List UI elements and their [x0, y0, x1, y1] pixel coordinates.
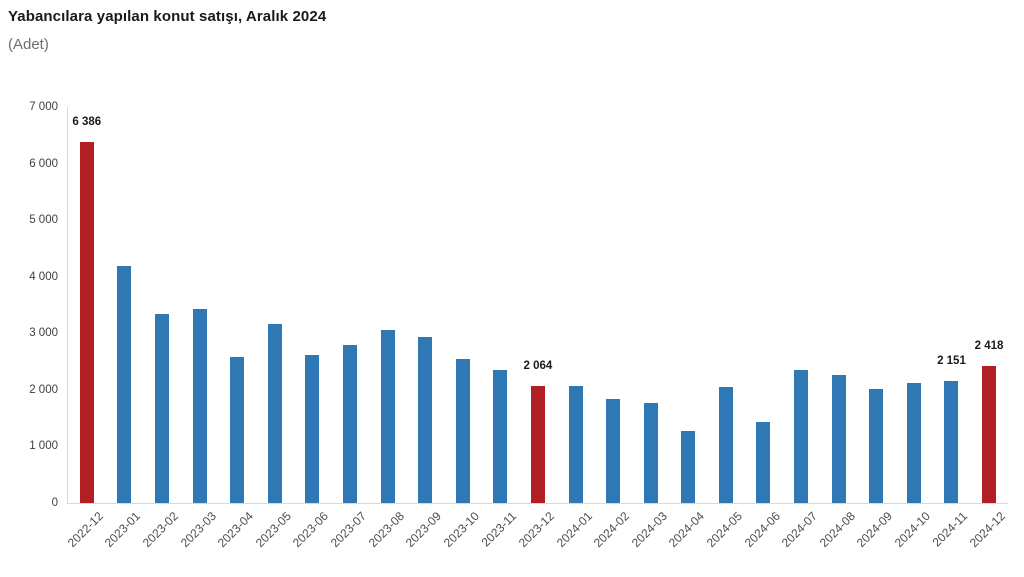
bar-slot — [895, 107, 933, 503]
bar-2024-10 — [906, 383, 921, 503]
bar-slot — [369, 107, 407, 503]
x-tick-label-2024-08: 2024-08 — [816, 509, 858, 551]
bar-slot — [256, 107, 294, 503]
bar-2023-05 — [267, 323, 282, 503]
bar-2023-08 — [380, 330, 395, 503]
bar-2023-11 — [493, 369, 508, 503]
bar-slot: 2 418 — [970, 107, 1008, 503]
x-tick-label-2023-07: 2023-07 — [327, 509, 369, 551]
bar-slot — [670, 107, 708, 503]
x-tick-label-2023-06: 2023-06 — [290, 509, 332, 551]
y-tick-label: 7 000 — [29, 101, 58, 113]
bar-2024-08 — [831, 374, 846, 503]
x-tick-label-2023-11: 2023-11 — [478, 509, 520, 550]
bar-slot: 2 151 — [933, 107, 971, 503]
bar-slot — [857, 107, 895, 503]
bar-2024-04 — [681, 430, 696, 503]
x-tick-label-2023-12: 2023-12 — [515, 509, 557, 551]
x-tick-label-2023-01: 2023-01 — [102, 509, 144, 551]
bar-slot — [106, 107, 144, 503]
bar-slot — [632, 107, 670, 503]
bar-slot — [707, 107, 745, 503]
bar-value-label: 6 386 — [72, 115, 102, 128]
x-tick-label-2024-12: 2024-12 — [967, 509, 1009, 551]
bar-2023-03 — [192, 309, 207, 503]
bar-slot — [782, 107, 820, 503]
bar-slot — [594, 107, 632, 503]
y-tick-label: 6 000 — [29, 157, 58, 170]
bar-2023-06 — [305, 354, 320, 503]
bar-value-label: 2 151 — [937, 355, 966, 368]
y-tick-label: 3 000 — [29, 327, 58, 340]
bar-slot — [482, 107, 520, 503]
bar-2023-01 — [117, 266, 132, 503]
bar-slot: 2 064 — [519, 107, 557, 503]
x-tick-label-2024-06: 2024-06 — [741, 509, 783, 551]
bar-slot — [218, 107, 256, 503]
x-tick-label-2023-08: 2023-08 — [365, 509, 407, 551]
x-tick-label-2024-11: 2024-11 — [930, 509, 971, 550]
plot-area: 6 386 2 064 2 151 2 418 — [67, 107, 1008, 504]
bar-slot — [294, 107, 332, 503]
x-tick-label-2023-09: 2023-09 — [403, 509, 445, 551]
y-tick-label: 1 000 — [29, 440, 58, 453]
x-tick-label-2023-10: 2023-10 — [440, 509, 482, 551]
bar-2024-05 — [718, 386, 733, 503]
chart-title: Yabancılara yapılan konut satışı, Aralık… — [8, 8, 327, 25]
bar-2024-12 — [982, 366, 997, 503]
bar-2024-01 — [568, 386, 583, 503]
x-tick-label-2024-07: 2024-07 — [779, 509, 821, 551]
x-tick-label-2024-03: 2024-03 — [628, 509, 670, 551]
bar-slot — [820, 107, 858, 503]
y-tick-label: 2 000 — [29, 383, 58, 396]
y-tick-label: 5 000 — [29, 214, 58, 227]
bar-2022-12 — [79, 141, 94, 503]
bar-2023-04 — [230, 357, 245, 503]
bar-2024-06 — [756, 421, 771, 503]
bar-2023-02 — [154, 313, 169, 503]
bar-slot — [745, 107, 783, 503]
bar-2023-12 — [530, 386, 545, 503]
bar-value-label: 2 418 — [974, 340, 1004, 353]
bar-2024-07 — [794, 370, 809, 503]
bar-slot — [444, 107, 482, 503]
x-tick-label-2024-10: 2024-10 — [891, 509, 933, 551]
bar-series: 6 386 2 064 2 151 2 418 — [68, 107, 1008, 503]
x-tick-label-2024-09: 2024-09 — [854, 509, 896, 551]
x-tick-label-2024-05: 2024-05 — [703, 509, 745, 551]
bar-slot — [143, 107, 181, 503]
x-tick-label-2023-02: 2023-02 — [139, 509, 181, 551]
bar-slot — [406, 107, 444, 503]
bar-2024-03 — [643, 403, 658, 503]
x-tick-label-2023-05: 2023-05 — [252, 509, 294, 551]
x-tick-label-2024-02: 2024-02 — [591, 509, 633, 551]
y-tick-label: 4 000 — [29, 270, 58, 283]
bar-value-label: 2 064 — [523, 360, 553, 373]
bar-slot — [331, 107, 369, 503]
bar-slot: 6 386 — [68, 107, 106, 503]
bar-2023-07 — [342, 344, 357, 503]
y-tick-label: 0 — [51, 497, 58, 509]
bar-slot — [181, 107, 219, 503]
x-tick-label-2023-03: 2023-03 — [177, 509, 219, 551]
bar-2023-10 — [455, 359, 470, 503]
x-tick-label-2023-04: 2023-04 — [215, 509, 257, 551]
x-tick-label-2022-12: 2022-12 — [64, 509, 106, 551]
x-tick-label-2024-04: 2024-04 — [666, 509, 708, 551]
bar-2023-09 — [418, 336, 433, 503]
bar-slot — [557, 107, 595, 503]
x-tick-label-2024-01: 2024-01 — [553, 509, 595, 551]
chart-unit-label: (Adet) — [8, 36, 49, 53]
bar-2024-11 — [944, 381, 959, 503]
bar-2024-02 — [606, 399, 621, 503]
bar-2024-09 — [869, 388, 884, 503]
